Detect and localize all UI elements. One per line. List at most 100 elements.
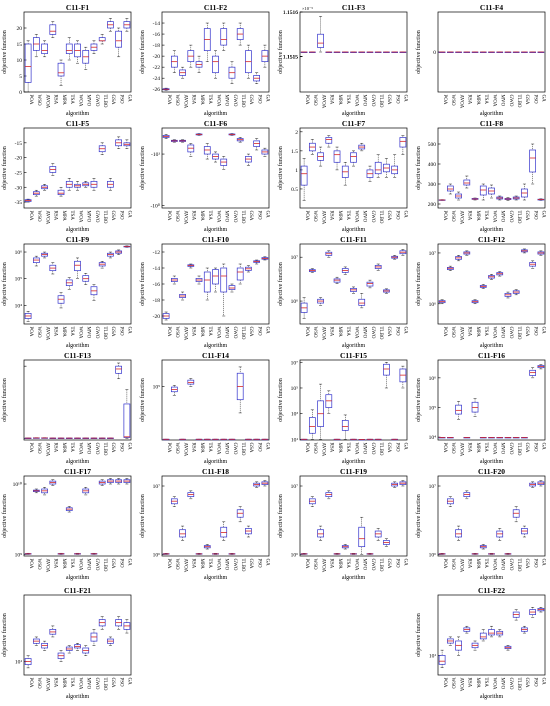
c5-box-tsa (203, 143, 211, 160)
c7-box-tsa (479, 183, 487, 201)
c4-ytick-label: -15 (15, 141, 23, 147)
c16-xlabel: algorithm (66, 575, 90, 581)
c16-box-mpa (57, 552, 65, 555)
c11-box-pso (529, 260, 537, 269)
c14-xtick-poa: POA (304, 443, 309, 453)
c2-xtick-gwo: GWO (370, 95, 375, 107)
subplot-c11-f12: C11-F12 10⁶ 10⁷ objective function POA WSO AVO… (415, 235, 546, 349)
c1-xtick-woa: WOA (215, 95, 220, 107)
c17-plot-frame (161, 475, 270, 557)
c5-ylabel: objective function (139, 146, 146, 190)
c8-xtick-rsa: RSA (53, 327, 58, 337)
c11-plot-frame (437, 243, 546, 325)
c20-xtick-rsa: RSA (53, 678, 58, 688)
c20-box-pso (115, 616, 123, 630)
c4-title: C11-F5 (66, 119, 90, 128)
c11-box-mpa (471, 299, 479, 305)
c10-box-gwo (366, 279, 374, 289)
c20-xtick-pso: PSO (118, 678, 123, 688)
c10-xlabel: algorithm (342, 343, 366, 349)
c21-box-tsa (479, 629, 487, 642)
c16-box-pso (115, 478, 123, 485)
c18-box-pso (391, 481, 399, 488)
c10-box-mpa (333, 276, 341, 284)
c9-ylabel: objective function (139, 262, 146, 306)
c12-xtick-avoa: AVOA (44, 443, 49, 457)
c13-xtick-gsa: GSA (248, 443, 253, 453)
c2-box-tlbo (374, 51, 382, 53)
c11-xtick-avoa: AVOA (458, 327, 463, 341)
c19-box-rsa (463, 490, 471, 500)
c12-xtick-wso: WSO (36, 443, 41, 455)
c4-xlabel: algorithm (66, 227, 90, 233)
c16-xtick-gsa: GSA (110, 559, 115, 569)
c4-box-gsa (107, 178, 114, 191)
c7-ytick-label: 400 (428, 162, 437, 168)
c6-xtick-ga: GA (403, 211, 408, 219)
c6-box-pso (391, 154, 399, 178)
c8-xtick-tlbo: TLBO (102, 327, 107, 340)
subplot-c11-f7: C11-F7 0.5 1 1.5 2 objective function POA WSO AV… (277, 119, 408, 233)
c16-box-gwo (90, 552, 98, 555)
c15-xtick-pso: PSO (532, 443, 537, 453)
c7-xtick-gwo: GWO (508, 211, 513, 223)
c21-ytick-label: 10¹ (429, 653, 437, 659)
c18-xtick-mvo: MVO (362, 559, 367, 571)
c13-box-woa (212, 438, 219, 441)
c19-xtick-mvo: MVO (500, 559, 505, 571)
c19-box-mvo (496, 528, 504, 541)
c11-box-ga (537, 250, 545, 256)
c6-box-gwo (366, 165, 374, 182)
c10-box-pso (391, 255, 399, 260)
c3-box-ga (537, 51, 545, 53)
c8-box-avoa (41, 251, 48, 259)
iqr-box (446, 185, 454, 192)
c1-xtick-mpa: MPA (199, 95, 204, 106)
c2-box-gsa (383, 51, 390, 53)
c5-xtick-gsa: GSA (248, 211, 253, 221)
c5-box-poa (162, 134, 170, 139)
c18-box-wso (308, 496, 316, 507)
c5-plot-frame (161, 127, 270, 209)
c17-xtick-gsa: GSA (248, 559, 253, 569)
c16-xtick-mvo: MVO (86, 559, 91, 571)
c8-xtick-ga: GA (127, 327, 132, 335)
c21-box-mvo (496, 629, 504, 638)
subplot-c11-f21: C11-F21 10¹ objective function POA WSO AVOA RS… (1, 586, 132, 700)
c8-ylabel: objective function (1, 262, 8, 306)
c8-xtick-mpa: MPA (61, 327, 66, 338)
c15-box-poa (438, 437, 446, 439)
c13-ylabel: objective function (139, 378, 146, 422)
subplot-c11-f22: C11-F22 10¹ objective function POA WSO AVOA RS… (415, 586, 546, 700)
c21-box-poa (438, 649, 446, 668)
c1-xtick-pso: PSO (256, 95, 261, 105)
c3-xtick-woa: WOA (491, 95, 496, 107)
c10-box-wso (308, 268, 316, 273)
c7-box-wso (446, 183, 454, 195)
iqr-box (438, 655, 446, 665)
c16-xtick-rsa: RSA (53, 559, 58, 569)
c2-plot-frame (299, 11, 408, 93)
c3-xtick-rsa: RSA (467, 95, 472, 105)
c7-ytick-label: 500 (428, 142, 437, 148)
iqr-box (24, 43, 32, 83)
c0-box-mpa (57, 59, 65, 86)
c18-xtick-ga: GA (403, 559, 408, 567)
c12-ylabel: objective function (1, 378, 8, 422)
c13-box-mpa (195, 438, 203, 441)
c9-ytick-label: -16 (153, 282, 161, 288)
c6-xtick-mvo: MVO (362, 211, 367, 223)
c0-ytick-label: 15 (17, 42, 23, 48)
c4-xtick-pso: PSO (118, 211, 123, 221)
c2-xtick-gsa: GSA (386, 95, 391, 105)
c18-box-poa (300, 553, 308, 555)
c18-xtick-avoa: AVOA (320, 559, 325, 573)
c7-box-mpa (471, 197, 479, 201)
c13-xtick-gwo: GWO (232, 443, 237, 455)
c3-ytick-label: 0 (433, 50, 436, 56)
c4-box-pso (115, 136, 123, 149)
c7-box-poa (438, 199, 446, 201)
c17-ytick-label: 10⁶ (153, 552, 161, 558)
c0-xtick-mvo: MVO (86, 95, 91, 107)
c7-box-avoa (455, 191, 462, 201)
